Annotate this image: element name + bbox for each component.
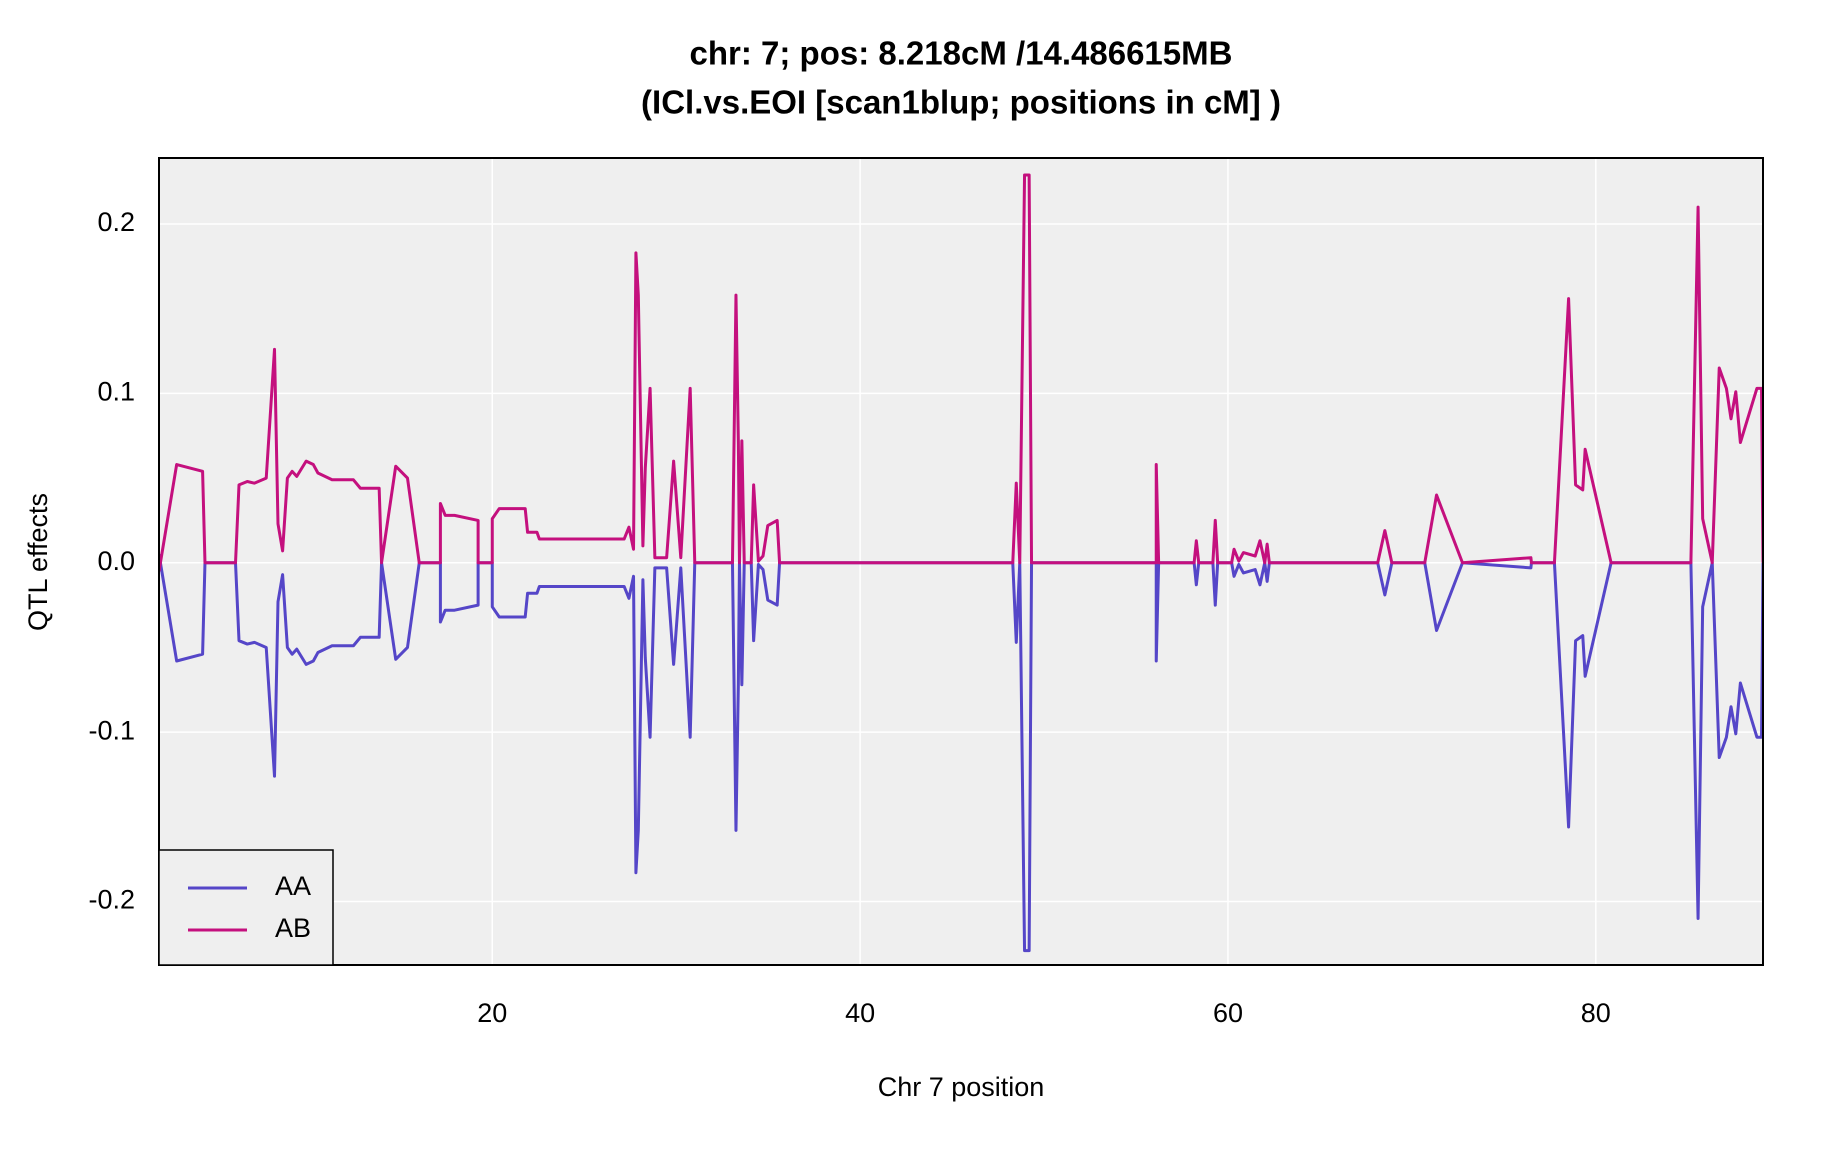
y-tick-label: -0.1 <box>88 715 135 745</box>
x-tick-label: 80 <box>1581 998 1611 1028</box>
x-tick-label: 60 <box>1213 998 1243 1028</box>
x-axis-label: Chr 7 position <box>878 1072 1045 1102</box>
plot-frame <box>158 157 1764 966</box>
legend-label: AA <box>275 871 311 901</box>
y-tick-label: 0.2 <box>97 207 135 237</box>
legend-label: AB <box>275 913 311 943</box>
chart-subtitle: (ICl.vs.EOI [scan1blup; positions in cM]… <box>641 84 1281 121</box>
y-tick-label: 0.1 <box>97 377 135 407</box>
y-tick-label: -0.2 <box>88 885 135 915</box>
y-axis-label: QTL effects <box>23 493 53 631</box>
x-tick-label: 40 <box>845 998 875 1028</box>
y-tick-label: 0.0 <box>97 546 135 576</box>
x-tick-label: 20 <box>477 998 507 1028</box>
series-line <box>159 554 1763 953</box>
legend-box <box>158 849 334 966</box>
chart-title: chr: 7; pos: 8.218cM /14.486615MB <box>690 35 1233 72</box>
series-line <box>159 173 1763 572</box>
